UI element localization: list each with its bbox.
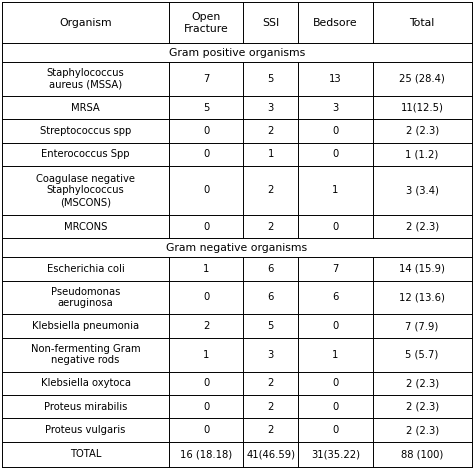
Text: Streptococcus spp: Streptococcus spp [40,126,131,136]
Text: Bedsore: Bedsore [313,18,358,28]
Text: 14 (15.9): 14 (15.9) [399,264,445,274]
Text: 0: 0 [203,150,209,159]
Text: Enterococcus Spp: Enterococcus Spp [41,150,130,159]
Text: 12 (13.6): 12 (13.6) [399,293,445,303]
Text: 0: 0 [332,401,338,412]
Text: 41(46.59): 41(46.59) [246,449,295,459]
Text: 3: 3 [332,103,338,113]
Text: 1: 1 [268,150,274,159]
Text: MRCONS: MRCONS [64,221,107,232]
Text: Gram positive organisms: Gram positive organisms [169,48,305,58]
Text: 25 (28.4): 25 (28.4) [399,74,445,84]
Text: 5: 5 [203,103,209,113]
Text: Total: Total [410,18,435,28]
Text: Pseudomonas
aeruginosa: Pseudomonas aeruginosa [51,287,120,308]
Text: 13: 13 [329,74,342,84]
Text: 0: 0 [332,221,338,232]
Text: 0: 0 [203,401,209,412]
Text: Proteus mirabilis: Proteus mirabilis [44,401,128,412]
Text: Organism: Organism [59,18,112,28]
Text: 0: 0 [332,425,338,435]
Text: 2: 2 [268,185,274,196]
Text: 0: 0 [332,126,338,136]
Text: 0: 0 [332,150,338,159]
Text: 0: 0 [203,378,209,388]
Text: 2 (2.3): 2 (2.3) [406,378,438,388]
Text: 2: 2 [268,401,274,412]
Text: 5 (5.7): 5 (5.7) [405,350,439,360]
Text: 0: 0 [203,185,209,196]
Text: 11(12.5): 11(12.5) [401,103,444,113]
Text: 88 (100): 88 (100) [401,449,443,459]
Text: 6: 6 [268,264,274,274]
Text: MRSA: MRSA [71,103,100,113]
Text: 0: 0 [203,293,209,303]
Text: 3: 3 [268,103,274,113]
Text: 2: 2 [268,425,274,435]
Text: Escherichia coli: Escherichia coli [47,264,125,274]
Text: Proteus vulgaris: Proteus vulgaris [46,425,126,435]
Text: 1: 1 [203,350,209,360]
Text: 1: 1 [203,264,209,274]
Text: 31(35.22): 31(35.22) [311,449,360,459]
Text: 2 (2.3): 2 (2.3) [406,126,438,136]
Text: 3 (3.4): 3 (3.4) [406,185,438,196]
Text: 0: 0 [332,378,338,388]
Text: 16 (18.18): 16 (18.18) [180,449,232,459]
Text: 3: 3 [268,350,274,360]
Text: 2: 2 [268,378,274,388]
Text: 2 (2.3): 2 (2.3) [406,221,438,232]
Text: Gram negative organisms: Gram negative organisms [166,242,308,253]
Text: 2: 2 [268,221,274,232]
Text: 0: 0 [203,425,209,435]
Text: 7: 7 [203,74,209,84]
Text: 7 (7.9): 7 (7.9) [405,321,439,331]
Text: 6: 6 [268,293,274,303]
Text: 0: 0 [332,321,338,331]
Text: 1 (1.2): 1 (1.2) [405,150,439,159]
Text: Coagulase negative
Staphylococcus
(MSCONS): Coagulase negative Staphylococcus (MSCON… [36,174,135,207]
Text: Open
Fracture: Open Fracture [183,12,228,34]
Text: 7: 7 [332,264,339,274]
Text: 5: 5 [268,74,274,84]
Text: Staphylococcus
aureus (MSSA): Staphylococcus aureus (MSSA) [47,68,125,90]
Text: 2 (2.3): 2 (2.3) [406,401,438,412]
Text: 1: 1 [332,350,339,360]
Text: 0: 0 [203,126,209,136]
Text: Klebsiella pneumonia: Klebsiella pneumonia [32,321,139,331]
Text: Non-fermenting Gram
negative rods: Non-fermenting Gram negative rods [31,344,140,365]
Text: 1: 1 [332,185,339,196]
Text: 2: 2 [268,126,274,136]
Text: 2 (2.3): 2 (2.3) [406,425,438,435]
Text: 5: 5 [268,321,274,331]
Text: 6: 6 [332,293,339,303]
Text: SSI: SSI [262,18,279,28]
Text: 2: 2 [203,321,209,331]
Text: 0: 0 [203,221,209,232]
Text: Klebsiella oxytoca: Klebsiella oxytoca [41,378,131,388]
Text: TOTAL: TOTAL [70,449,101,459]
